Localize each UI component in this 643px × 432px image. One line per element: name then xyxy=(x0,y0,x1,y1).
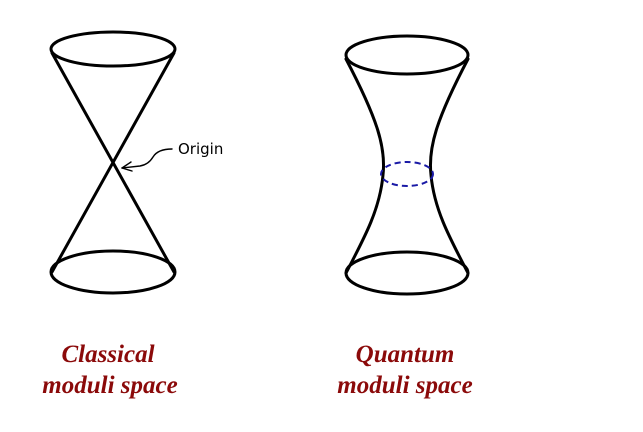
origin-pointer-squiggle xyxy=(121,148,173,169)
quantum-bottom-rim xyxy=(344,250,470,296)
quantum-caption-line1: Quantum xyxy=(356,341,455,368)
classical-caption-line1: Classical xyxy=(61,341,154,368)
quantum-left-side xyxy=(344,57,386,275)
classical-top-rim xyxy=(49,30,177,68)
quantum-throat-ring xyxy=(380,161,434,187)
origin-pointer xyxy=(121,148,173,172)
classical-cone-line-right-down xyxy=(50,51,176,274)
quantum-hyperboloid xyxy=(344,34,470,296)
origin-label: Origin xyxy=(178,140,223,158)
origin-arrowhead-icon xyxy=(121,161,133,172)
quantum-right-side xyxy=(428,57,470,275)
quantum-top-rim xyxy=(344,34,470,76)
classical-bottom-rim xyxy=(49,249,177,295)
classical-double-cone xyxy=(49,30,177,295)
classical-caption-line2: moduli space xyxy=(42,372,177,399)
quantum-caption-line2: moduli space xyxy=(337,372,472,399)
